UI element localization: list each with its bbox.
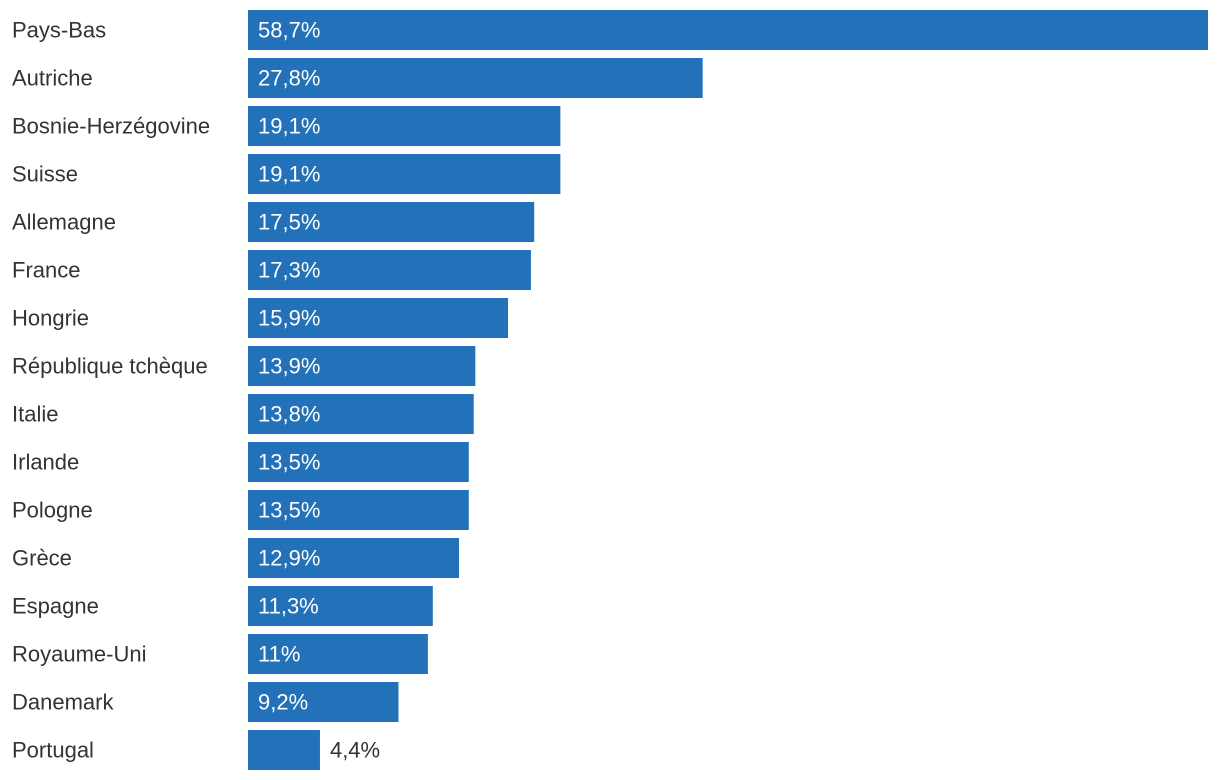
category-label: Hongrie: [12, 306, 89, 331]
category-label: Pologne: [12, 498, 93, 523]
category-label: Bosnie-Herzégovine: [12, 114, 210, 139]
value-label: 13,8%: [258, 402, 320, 427]
value-label: 17,5%: [258, 210, 320, 235]
bar: [248, 394, 474, 434]
bar: [248, 682, 399, 722]
bar: [248, 106, 561, 146]
value-label: 12,9%: [258, 546, 320, 571]
bar: [248, 250, 531, 290]
bar: [248, 202, 535, 242]
value-label: 58,7%: [258, 18, 320, 43]
category-label: Suisse: [12, 162, 78, 187]
value-label: 11,3%: [258, 594, 319, 619]
category-label: Grèce: [12, 546, 72, 571]
bar: [248, 346, 476, 386]
bar: [248, 586, 433, 626]
category-label: Portugal: [12, 738, 94, 763]
bar: [248, 58, 703, 98]
value-label: 15,9%: [258, 306, 320, 331]
category-label: Autriche: [12, 66, 93, 91]
category-label: Royaume-Uni: [12, 642, 147, 667]
bar: [248, 538, 459, 578]
category-label: Danemark: [12, 690, 114, 715]
value-label: 27,8%: [258, 66, 320, 91]
value-label: 19,1%: [258, 114, 320, 139]
value-label: 13,5%: [258, 498, 320, 523]
category-label: République tchèque: [12, 354, 208, 379]
bar: [248, 730, 320, 770]
bar: [248, 298, 509, 338]
category-label: Irlande: [12, 450, 79, 475]
bar: [248, 10, 1208, 50]
value-label: 9,2%: [258, 690, 308, 715]
category-label: Pays-Bas: [12, 18, 106, 43]
value-label: 13,9%: [258, 354, 320, 379]
bar: [248, 442, 469, 482]
value-label: 4,4%: [330, 738, 380, 763]
value-label: 11%: [258, 642, 300, 667]
bar: [248, 154, 561, 194]
category-label: France: [12, 258, 80, 283]
category-label: Allemagne: [12, 210, 116, 235]
value-label: 19,1%: [258, 162, 320, 187]
value-label: 17,3%: [258, 258, 320, 283]
bar: [248, 490, 469, 530]
bar: [248, 634, 428, 674]
category-label: Italie: [12, 402, 58, 427]
category-label: Espagne: [12, 594, 99, 619]
value-label: 13,5%: [258, 450, 320, 475]
